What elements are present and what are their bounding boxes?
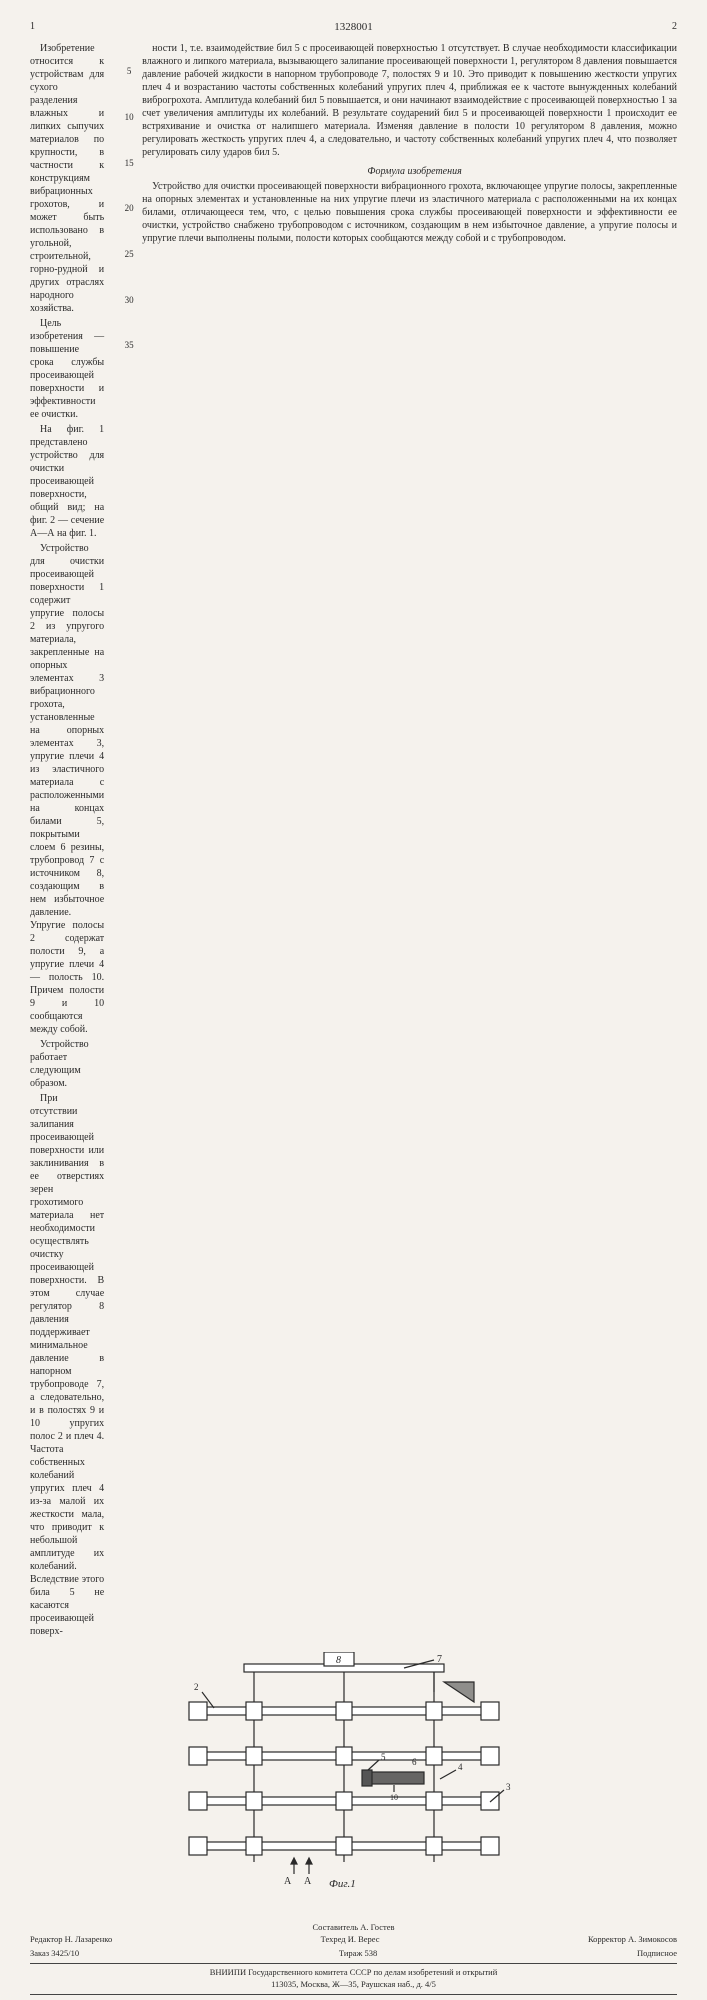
line-numbers: 5 10 15 20 25 30 35 <box>122 42 136 1640</box>
printer: Производственно-полиграфическое предприя… <box>30 1998 677 2000</box>
page-num-right: 2 <box>672 20 677 34</box>
para: Устройство для очистки просеивающей пове… <box>30 542 104 1036</box>
para: Устройство работает следующим образом. <box>30 1038 104 1090</box>
line-num: 10 <box>122 112 136 124</box>
vniipi: ВНИИПИ Государственного комитета СССР по… <box>30 1967 677 1979</box>
label-7: 7 <box>437 1654 442 1665</box>
label-10: 10 <box>390 1793 398 1802</box>
label-a2: А <box>304 1876 312 1887</box>
address: 113035, Москва, Ж—35, Раушская наб., д. … <box>30 1979 677 1991</box>
figure-1: 8 7 <box>30 1652 677 1912</box>
footer-row-2: Заказ 3425/10 Тираж 538 Подписное <box>30 1948 677 1960</box>
center-and-right: 5 10 15 20 25 30 35 ности 1, т.е. взаимо… <box>122 42 677 1640</box>
para: Устройство для очистки просеивающей пове… <box>142 180 677 245</box>
formula-title: Формула изобретения <box>142 165 677 178</box>
label-6: 6 <box>412 1757 417 1767</box>
line-num: 20 <box>122 203 136 215</box>
line-num: 5 <box>122 66 136 78</box>
line-num: 35 <box>122 340 136 352</box>
label-4: 4 <box>458 1762 463 1772</box>
label-2: 2 <box>194 1682 199 1692</box>
line-num: 30 <box>122 295 136 307</box>
signed: Подписное <box>637 1948 677 1960</box>
doc-number: 1328001 <box>334 20 373 34</box>
para: Цель изобретения — повышение срока служб… <box>30 317 104 421</box>
text-columns: Изобретение относится к устройствам для … <box>30 42 677 1640</box>
label-a1: А <box>284 1876 292 1887</box>
label-5: 5 <box>381 1752 386 1762</box>
page-header: 1 1328001 2 <box>30 20 677 34</box>
line-num: 15 <box>122 158 136 170</box>
para: При отсутствии залипания просеивающей по… <box>30 1092 104 1638</box>
footer: Составитель А. Гостев Редактор Н. Лазаре… <box>30 1922 677 2000</box>
left-column: Изобретение относится к устройствам для … <box>30 42 104 1640</box>
techred: Техред И. Верес <box>321 1934 380 1946</box>
label-8: 8 <box>336 1655 341 1666</box>
para: Изобретение относится к устройствам для … <box>30 42 104 315</box>
label-3: 3 <box>506 1782 511 1792</box>
editor: Редактор Н. Лазаренко <box>30 1934 112 1946</box>
fig-label: Фиг.1 <box>329 1878 356 1890</box>
page-num-left: 1 <box>30 20 35 34</box>
tirage: Тираж 538 <box>339 1948 377 1960</box>
figure-svg: 8 7 <box>144 1652 564 1912</box>
para: На фиг. 1 представлено устройство для оч… <box>30 423 104 540</box>
footer-composer: Составитель А. Гостев <box>30 1922 677 1934</box>
para: ности 1, т.е. взаимодействие бил 5 с про… <box>142 42 677 159</box>
line-num: 25 <box>122 249 136 261</box>
order: Заказ 3425/10 <box>30 1948 79 1960</box>
right-column: ности 1, т.е. взаимодействие бил 5 с про… <box>142 42 677 1640</box>
corrector: Корректор А. Зимокосов <box>588 1934 677 1946</box>
footer-row-1: Редактор Н. Лазаренко Техред И. Верес Ко… <box>30 1934 677 1946</box>
